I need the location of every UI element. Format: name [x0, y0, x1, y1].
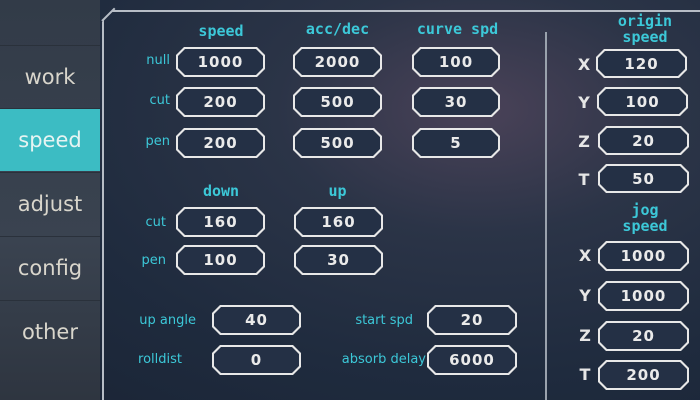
tab-speed[interactable]: speed: [0, 108, 100, 171]
origin-z-label: Z: [578, 132, 590, 151]
field-value: 40: [214, 307, 299, 333]
field-value: 6000: [429, 347, 515, 373]
field-value: 20: [600, 323, 687, 349]
origin-title-line2: speed: [622, 28, 668, 46]
origin-speed-title: origin speed: [600, 13, 690, 45]
jog-z-field[interactable]: 20: [598, 321, 689, 351]
field-value: 120: [598, 51, 685, 76]
pen-accdec-field[interactable]: 500: [293, 128, 382, 158]
jog-title-line1: jog: [631, 201, 659, 219]
pen-speed-field[interactable]: 200: [176, 128, 265, 158]
tab-work[interactable]: work: [0, 45, 100, 108]
field-value: 20: [600, 128, 687, 153]
tab-adjust[interactable]: adjust: [0, 172, 100, 235]
header-up: up: [328, 182, 347, 200]
pen-up-field[interactable]: 30: [294, 245, 383, 275]
row-label-null: null: [146, 53, 170, 68]
origin-y-field[interactable]: 100: [597, 87, 688, 116]
jog-x-field[interactable]: 1000: [598, 241, 689, 271]
field-value: 200: [178, 89, 263, 115]
up-angle-field[interactable]: 40: [212, 305, 301, 335]
null-speed-field[interactable]: 1000: [176, 47, 265, 77]
origin-t-label: T: [578, 170, 590, 189]
jog-x-label: X: [578, 246, 592, 265]
field-value: 0: [214, 347, 299, 373]
divider: [545, 32, 547, 400]
field-value: 500: [295, 130, 380, 156]
field-value: 5: [414, 130, 498, 156]
field-value: 50: [600, 166, 687, 191]
cut-speed-field[interactable]: 200: [176, 87, 265, 117]
field-value: 1000: [600, 283, 687, 309]
sidebar: [0, 0, 100, 400]
field-value: 2000: [295, 49, 380, 75]
field-value: 20: [429, 307, 515, 333]
header-down: down: [202, 182, 240, 200]
origin-y-label: Y: [578, 93, 590, 112]
field-value: 30: [296, 247, 381, 273]
cut-curve-field[interactable]: 30: [412, 87, 500, 117]
field-value: 100: [178, 247, 263, 273]
row-label-cut: cut: [149, 93, 170, 108]
cut-accdec-field[interactable]: 500: [293, 87, 382, 117]
jog-y-label: Y: [579, 286, 591, 305]
origin-x-field[interactable]: 120: [596, 49, 687, 78]
field-value: 160: [296, 209, 381, 235]
field-value: 100: [599, 89, 686, 114]
origin-title-line1: origin: [617, 12, 673, 30]
tab-other[interactable]: other: [0, 300, 100, 363]
jog-t-label: T: [579, 365, 591, 384]
jog-title-line2: speed: [622, 217, 668, 235]
start-spd-label: start spd: [355, 313, 413, 328]
row-label-pen: pen: [141, 253, 167, 268]
header-acc-dec: acc/dec: [305, 20, 370, 38]
jog-z-label: Z: [579, 326, 591, 345]
header-speed: speed: [198, 22, 244, 40]
origin-x-label: X: [577, 55, 591, 74]
jog-speed-title: jog speed: [600, 202, 690, 234]
origin-z-field[interactable]: 20: [598, 126, 689, 155]
absorb-delay-label: absorb delay: [341, 352, 426, 367]
jog-t-field[interactable]: 200: [598, 360, 689, 390]
header-curve-spd: curve spd: [416, 20, 499, 38]
pen-curve-field[interactable]: 5: [412, 128, 500, 158]
absorb-delay-field[interactable]: 6000: [427, 345, 517, 375]
cut-up-field[interactable]: 160: [294, 207, 383, 237]
origin-t-field[interactable]: 50: [598, 164, 689, 193]
field-value: 500: [295, 89, 380, 115]
speed-panel: [102, 10, 700, 400]
null-accdec-field[interactable]: 2000: [293, 47, 382, 77]
rolldist-field[interactable]: 0: [212, 345, 301, 375]
field-value: 200: [600, 362, 687, 388]
field-value: 160: [178, 209, 263, 235]
field-value: 100: [414, 49, 498, 75]
field-value: 200: [178, 130, 263, 156]
pen-down-field[interactable]: 100: [176, 245, 265, 275]
rolldist-label: rolldist: [138, 352, 182, 367]
null-curve-field[interactable]: 100: [412, 47, 500, 77]
field-value: 1000: [178, 49, 263, 75]
cut-down-field[interactable]: 160: [176, 207, 265, 237]
tab-config[interactable]: config: [0, 236, 100, 299]
jog-y-field[interactable]: 1000: [598, 281, 689, 311]
row-label-pen: pen: [145, 134, 171, 149]
field-value: 1000: [600, 243, 687, 269]
up-angle-label: up angle: [139, 313, 196, 328]
field-value: 30: [414, 89, 498, 115]
start-spd-field[interactable]: 20: [427, 305, 517, 335]
row-label-cut: cut: [145, 215, 166, 230]
